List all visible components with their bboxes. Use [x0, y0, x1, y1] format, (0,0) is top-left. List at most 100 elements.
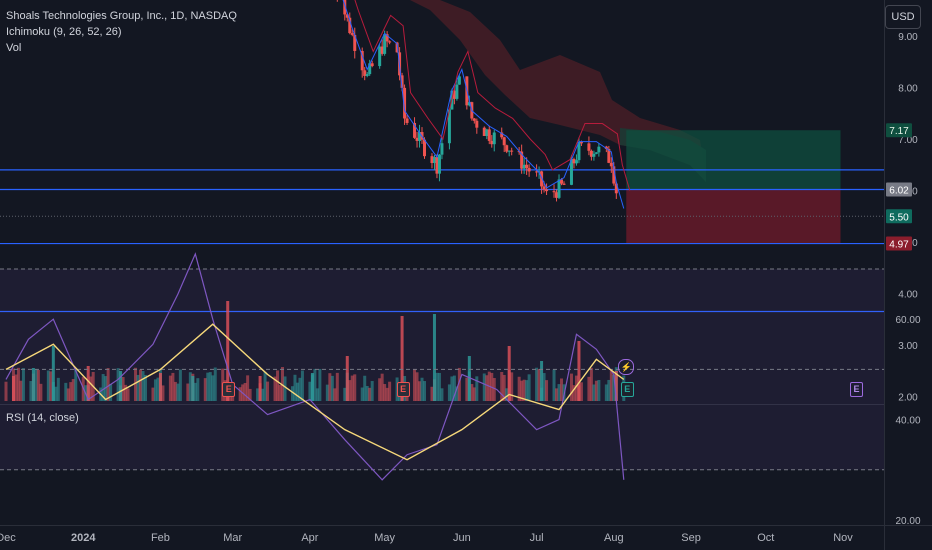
- stop-zone[interactable]: [626, 189, 841, 244]
- candle[interactable]: [457, 76, 461, 85]
- candle[interactable]: [527, 168, 531, 172]
- candle[interactable]: [343, 0, 347, 15]
- candle[interactable]: [348, 17, 352, 34]
- candle[interactable]: [345, 14, 349, 18]
- volume-bar[interactable]: [11, 376, 15, 401]
- candle[interactable]: [435, 157, 439, 174]
- candle[interactable]: [560, 179, 564, 184]
- candle[interactable]: [472, 118, 476, 121]
- candle[interactable]: [432, 157, 436, 164]
- volume-bar[interactable]: [191, 376, 195, 401]
- candle[interactable]: [579, 141, 583, 144]
- volume-bar[interactable]: [432, 314, 436, 401]
- candle[interactable]: [360, 50, 364, 71]
- volume-bar[interactable]: [119, 371, 123, 401]
- price-tag-stop[interactable]: [886, 236, 912, 251]
- candle[interactable]: [380, 46, 384, 54]
- candle[interactable]: [540, 171, 544, 187]
- candle[interactable]: [572, 159, 576, 164]
- candle[interactable]: [403, 87, 407, 119]
- volume-bar[interactable]: [614, 371, 618, 401]
- rsi-legend[interactable]: RSI (14, close): [6, 412, 79, 424]
- candle[interactable]: [447, 109, 451, 144]
- candle[interactable]: [430, 156, 434, 164]
- candle[interactable]: [350, 33, 354, 35]
- candle[interactable]: [485, 129, 489, 136]
- currency-button[interactable]: USD: [885, 5, 921, 29]
- candle[interactable]: [370, 63, 374, 67]
- candle[interactable]: [487, 129, 491, 141]
- volume-legend[interactable]: Vol: [6, 42, 22, 54]
- candle[interactable]: [383, 34, 387, 54]
- volume-bar[interactable]: [86, 366, 90, 401]
- candle[interactable]: [365, 74, 369, 76]
- volume-bar[interactable]: [540, 361, 544, 401]
- candle[interactable]: [614, 183, 618, 194]
- candle[interactable]: [492, 132, 496, 145]
- candle[interactable]: [490, 140, 494, 145]
- ichimoku-legend[interactable]: Ichimoku (9, 26, 52, 26): [6, 26, 122, 38]
- candle[interactable]: [388, 41, 392, 43]
- volume-bar[interactable]: [158, 373, 162, 401]
- candle[interactable]: [597, 146, 601, 153]
- candle[interactable]: [378, 46, 382, 67]
- candle[interactable]: [455, 84, 459, 99]
- volume-bar[interactable]: [31, 368, 35, 401]
- candle[interactable]: [607, 148, 611, 163]
- price-tag-entry[interactable]: [886, 182, 912, 197]
- earnings-marker[interactable]: E: [849, 382, 863, 397]
- candle[interactable]: [482, 127, 486, 136]
- volume-bar[interactable]: [577, 341, 581, 401]
- candle[interactable]: [452, 90, 456, 99]
- lightning-icon[interactable]: ⚡: [618, 359, 635, 375]
- volume-bar[interactable]: [400, 316, 404, 401]
- volume-bar[interactable]: [345, 356, 349, 401]
- candle[interactable]: [423, 139, 426, 157]
- candle[interactable]: [475, 120, 479, 128]
- candle[interactable]: [400, 75, 404, 88]
- candle[interactable]: [363, 70, 367, 76]
- candle[interactable]: [418, 132, 422, 141]
- candle[interactable]: [609, 162, 613, 167]
- earnings-marker[interactable]: E: [396, 382, 410, 397]
- candle[interactable]: [500, 132, 504, 138]
- volume-bar[interactable]: [51, 346, 55, 401]
- candle[interactable]: [415, 137, 419, 141]
- volume-bar[interactable]: [258, 376, 262, 401]
- candle[interactable]: [437, 154, 441, 174]
- candle[interactable]: [557, 179, 561, 198]
- candle[interactable]: [545, 189, 549, 192]
- candle[interactable]: [520, 151, 524, 169]
- candle[interactable]: [587, 143, 591, 151]
- candle[interactable]: [612, 166, 616, 184]
- symbol-title[interactable]: Shoals Technologies Group, Inc., 1D, NAS…: [6, 10, 237, 22]
- candle[interactable]: [405, 118, 409, 123]
- candle[interactable]: [467, 102, 471, 106]
- candle[interactable]: [413, 122, 417, 138]
- rsi-ma-line[interactable]: [5, 323, 625, 461]
- candle[interactable]: [525, 164, 529, 169]
- earnings-marker[interactable]: E: [222, 382, 236, 397]
- volume-bar[interactable]: [310, 373, 314, 401]
- candle[interactable]: [552, 191, 556, 193]
- candle[interactable]: [577, 141, 581, 161]
- candle[interactable]: [368, 63, 372, 75]
- candle[interactable]: [574, 160, 578, 164]
- volume-bar[interactable]: [507, 346, 511, 401]
- candle[interactable]: [555, 192, 559, 198]
- candle[interactable]: [562, 183, 566, 185]
- volume-bar[interactable]: [467, 356, 471, 401]
- candle[interactable]: [535, 171, 539, 173]
- price-tag-last[interactable]: [886, 209, 912, 224]
- earnings-marker[interactable]: E: [620, 382, 634, 397]
- candle[interactable]: [353, 34, 357, 51]
- target-zone[interactable]: [626, 130, 841, 190]
- candle[interactable]: [502, 137, 506, 146]
- candle[interactable]: [604, 146, 608, 149]
- candle[interactable]: [542, 186, 546, 190]
- volume-bar[interactable]: [226, 301, 230, 401]
- candle[interactable]: [507, 150, 511, 152]
- candle[interactable]: [592, 153, 596, 157]
- price-tag-target[interactable]: [886, 123, 912, 138]
